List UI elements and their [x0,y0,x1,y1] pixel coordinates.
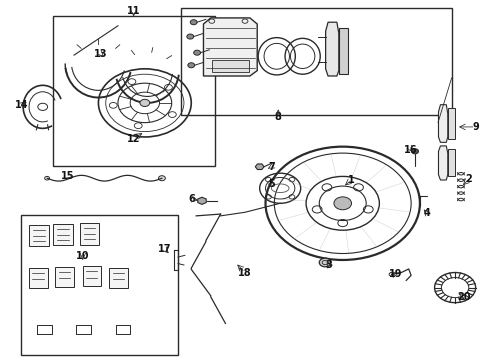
Bar [339,28,347,74]
Text: 1: 1 [348,175,355,185]
Text: 2: 2 [466,174,472,184]
Polygon shape [203,18,257,76]
Circle shape [190,20,197,25]
Polygon shape [109,268,128,288]
Polygon shape [198,197,206,204]
Bar [21,215,177,355]
Text: 17: 17 [158,244,171,254]
Polygon shape [29,225,49,246]
Bar [448,149,455,176]
Polygon shape [439,105,448,142]
Bar [53,16,215,166]
Text: 11: 11 [127,6,140,16]
Text: 20: 20 [457,292,471,302]
Circle shape [140,99,150,107]
Circle shape [187,34,194,39]
Circle shape [159,176,165,181]
Text: 14: 14 [15,100,28,111]
Text: 9: 9 [472,122,479,132]
Text: 18: 18 [238,267,252,278]
Text: 4: 4 [423,208,430,218]
Text: 10: 10 [76,251,90,261]
Polygon shape [53,224,73,245]
Polygon shape [326,22,339,76]
Polygon shape [29,268,48,288]
Polygon shape [83,266,101,286]
Circle shape [188,63,195,68]
Bar [180,8,452,116]
Text: 6: 6 [188,194,195,204]
Bar [448,108,455,139]
Polygon shape [255,164,264,170]
Text: 7: 7 [268,162,275,172]
Circle shape [412,149,418,154]
Text: 15: 15 [61,171,75,181]
Text: 3: 3 [326,260,332,270]
Text: 13: 13 [94,49,108,59]
Text: 8: 8 [275,112,282,122]
Text: 5: 5 [269,179,275,189]
Circle shape [319,258,331,267]
Text: 16: 16 [404,144,418,154]
Polygon shape [80,223,99,244]
Bar [212,60,249,72]
Polygon shape [55,267,74,287]
Text: 19: 19 [389,269,402,279]
Circle shape [194,50,200,55]
Text: 12: 12 [127,134,140,144]
Polygon shape [439,146,448,180]
Circle shape [334,197,351,210]
